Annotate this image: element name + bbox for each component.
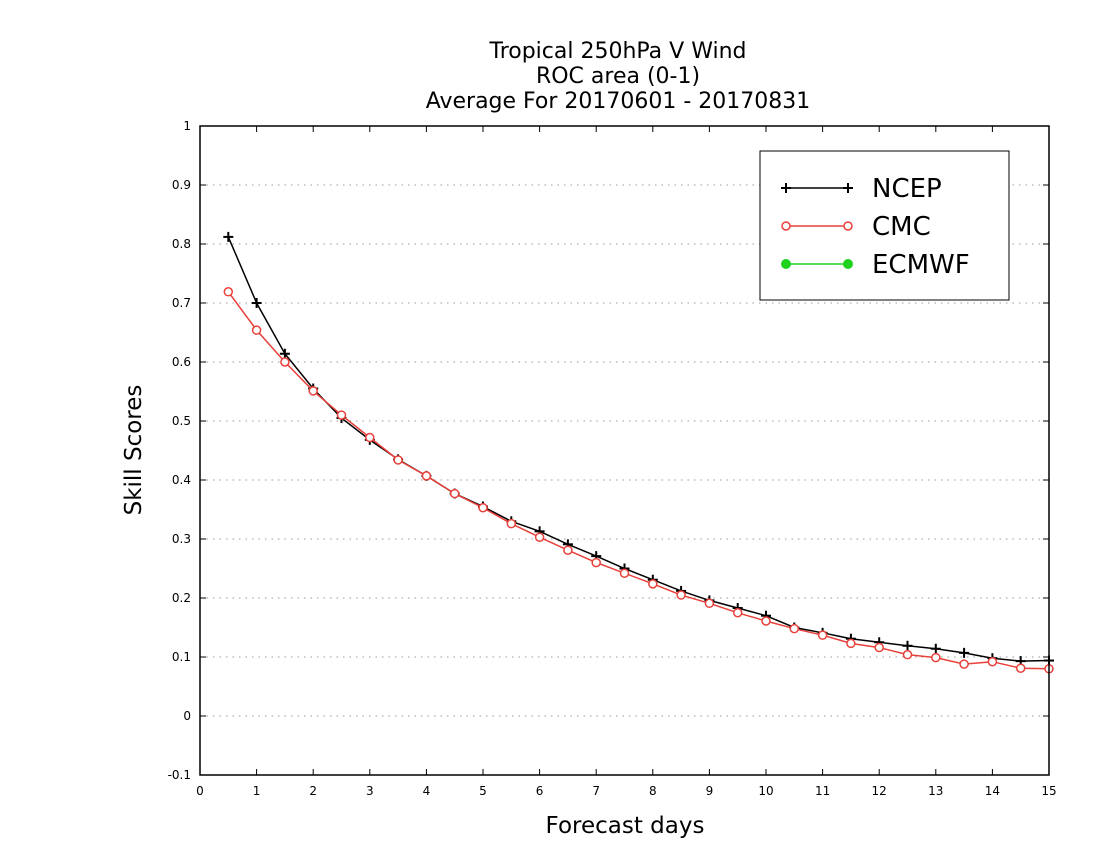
title-line-1: Tropical 250hPa V Wind [488,39,746,64]
title-line-2: ROC area (0-1) [536,64,700,89]
x-tick-label: 3 [366,784,374,798]
x-tick-label: 13 [928,784,943,798]
x-tick-label: 9 [706,784,714,798]
data-point [223,231,234,242]
series-cmc [223,287,1054,674]
data-point [761,616,771,626]
x-axis: 0 1 2 3 4 5 6 7 8 9 10 11 12 13 14 15 [196,126,1057,798]
data-point [365,432,375,443]
x-tick-label: 15 [1041,784,1056,798]
data-point [1015,663,1026,673]
x-tick-label: 11 [815,784,830,798]
legend: NCEP CMC ECMWF [759,150,1010,301]
series-layer [223,231,1054,674]
x-tick-label: 7 [592,784,600,798]
data-point [336,410,347,420]
y-tick-label: 1 [183,119,191,133]
y-axis-label: Skill Scores [121,385,147,516]
y-tick-label: -0.1 [168,768,191,782]
data-point [817,630,828,640]
y-tick-label: 0.3 [172,532,191,546]
x-tick-label: 5 [479,784,487,798]
data-point [732,608,743,618]
data-point [478,502,488,513]
data-point [308,386,318,396]
x-tick-label: 2 [309,784,317,798]
series-line [227,236,1050,662]
data-point [843,183,853,193]
series-line [227,291,1050,670]
x-tick-label: 12 [872,784,887,798]
data-point [789,623,800,634]
data-point [843,259,853,269]
chart-title: Tropical 250hPa V Wind ROC area (0-1) Av… [426,39,811,114]
x-tick-label: 1 [253,784,261,798]
data-point [251,325,262,335]
legend-label: NCEP [872,174,942,204]
data-point [676,590,686,600]
x-tick-label: 6 [536,784,544,798]
y-tick-label: 0 [183,709,191,723]
data-point [931,652,941,663]
plot-frame [199,125,1050,776]
data-point [902,640,913,651]
y-tick-label: 0.9 [172,178,191,192]
data-point [648,579,658,589]
y-tick-label: 0.2 [172,591,191,605]
data-point [781,259,791,269]
data-point [619,568,630,578]
data-point [704,598,715,609]
x-tick-label: 10 [758,784,773,798]
x-tick-label: 0 [196,784,204,798]
x-tick-label: 4 [423,784,431,798]
data-point [449,488,460,499]
y-tick-label: 0.4 [172,473,191,487]
data-point [874,642,884,653]
y-tick-label: 0.7 [172,296,191,310]
data-point [223,287,234,297]
data-point [781,221,791,231]
data-point [591,557,601,568]
data-point [902,649,913,660]
data-point [251,298,262,308]
x-axis-label: Forecast days [546,813,705,839]
data-point [534,532,545,542]
data-point [421,471,432,481]
data-point [781,183,791,193]
data-point [506,518,517,529]
data-point [563,545,573,555]
data-point [930,643,941,654]
data-point [393,455,403,465]
legend-label: CMC [872,212,931,242]
data-point [959,659,969,669]
x-tick-label: 8 [649,784,657,798]
y-tick-label: 0.8 [172,237,191,251]
data-point [959,647,970,658]
data-point [987,656,998,667]
y-tick-label: 0.1 [172,650,191,664]
y-tick-label: 0.6 [172,355,191,369]
data-point [279,348,290,359]
x-tick-label: 14 [985,784,1000,798]
y-tick-label: 0.5 [172,414,191,428]
legend-label: ECMWF [872,250,970,280]
legend-item-ncep: NCEP [781,174,942,204]
title-line-3: Average For 20170601 - 20170831 [426,89,811,114]
legend-item-cmc: CMC [781,212,931,242]
data-point [280,357,290,367]
legend-item-ecmwf: ECMWF [781,250,970,280]
y-axis: -0.1 0 0.1 0.2 0.3 0.4 0.5 0.6 0.7 0.8 0.9 1 [168,119,1049,782]
data-point [843,221,853,231]
data-point [846,638,856,649]
